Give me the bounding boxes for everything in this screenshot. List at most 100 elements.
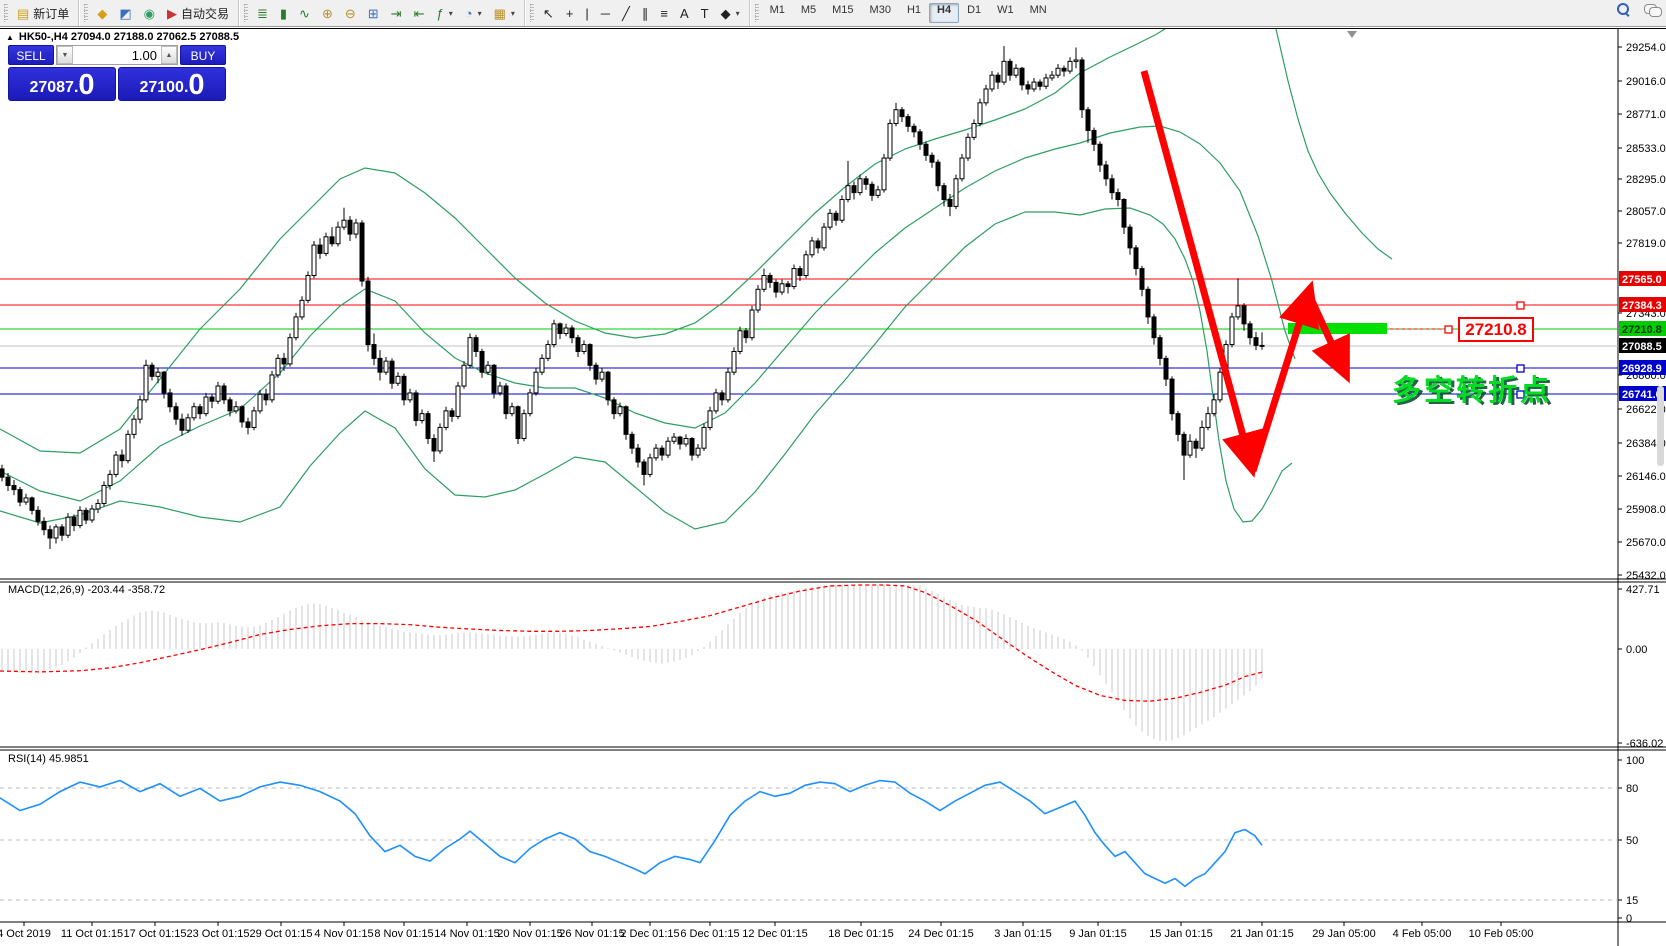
new-order-button[interactable]: ▤ 新订单 [11, 2, 75, 24]
price-tick-label: 29254.0 [1626, 42, 1666, 54]
time-tick-label: 6 Dec 01:15 [680, 928, 739, 940]
indicators-button[interactable]: ƒ ▾ [430, 2, 458, 24]
search-icon[interactable] [1617, 3, 1630, 16]
toolbar-grip[interactable] [754, 4, 759, 22]
channel-button[interactable]: ∥ [636, 2, 655, 24]
tile-windows-button[interactable]: ⊞ [362, 2, 385, 24]
toolbar-group-chart-type: ≣ ▮ ∿ ⊕ ⊖ ⊞ ⇥ ⇤ ƒ ▾ ◔ ▾ ▦ ▾ [238, 0, 525, 26]
price-tick-label: 28771.0 [1626, 109, 1666, 121]
arrows-button[interactable]: ◆ ▾ [715, 2, 746, 24]
object-handle [1516, 301, 1525, 310]
line-chart-icon: ∿ [299, 5, 310, 21]
volume-down-button[interactable]: ▼ [57, 46, 73, 64]
toolbar-grip[interactable] [529, 4, 534, 22]
crosshair-button[interactable]: + [560, 2, 580, 24]
metaeditor-button[interactable]: ◆ [91, 2, 113, 24]
chat-icon[interactable] [1644, 3, 1662, 17]
vertical-line-icon: | [585, 5, 589, 21]
toolbar-grip[interactable] [243, 4, 248, 22]
candlestick-chart-icon: ▮ [279, 5, 288, 21]
one-click-trading-panel: SELL ▼ ▲ BUY 27087.0 27100.0 [8, 45, 226, 101]
trend-arrow[interactable] [1249, 280, 1320, 473]
auto-scroll-button[interactable]: ⇥ [385, 2, 408, 24]
periods-icon: ◔ [464, 5, 473, 21]
chart-shift-button[interactable]: ⇤ [408, 2, 431, 24]
price-tick-label: 26384.0 [1626, 438, 1666, 450]
toolbar-grip[interactable] [4, 4, 8, 22]
time-tick-label: 4 Nov 01:15 [314, 928, 373, 940]
buy-price-button[interactable]: 27100. 0 [118, 67, 226, 101]
timeframe-button-m1[interactable]: M1 [769, 4, 785, 16]
price-marker-bg [1619, 321, 1666, 336]
macd-signal-line [0, 584, 1263, 702]
autotrading-button-label: 自动交易 [180, 6, 229, 21]
candlestick-chart-button[interactable]: ▮ [274, 2, 293, 24]
metaeditor-icon: ◆ [97, 5, 108, 21]
rsi-tick-label: 100 [1626, 755, 1644, 767]
chart-canvas[interactable]: 29254.0 29016.0 28771.0 28533.0 28295.0 28057… [0, 29, 1666, 946]
chevron-down-icon[interactable]: ▾ [477, 8, 482, 18]
horizontal-line-button[interactable]: ─ [595, 2, 616, 24]
time-tick-label: 4 Oct 2019 [0, 928, 51, 940]
price-tick-label: 28057.0 [1626, 206, 1666, 218]
fibonacci-button[interactable]: ≡ [654, 2, 674, 24]
sell-price-button[interactable]: 27087. 0 [8, 67, 116, 101]
timeframe-button-d1[interactable]: D1 [967, 4, 982, 16]
trend-arrow[interactable] [1308, 299, 1350, 384]
line-chart-button[interactable]: ∿ [293, 2, 316, 24]
fibonacci-icon: ≡ [660, 5, 668, 21]
templates-button[interactable]: ▦ ▾ [488, 2, 521, 24]
scrollbar-thumb[interactable] [1657, 386, 1664, 466]
price-tick-label: 28533.0 [1626, 143, 1666, 155]
timeframe-button-m15[interactable]: M15 [832, 4, 854, 16]
tile-windows-icon: ⊞ [367, 5, 379, 21]
timeframe-button-m30[interactable]: M30 [869, 4, 891, 16]
chart-window: 29254.0 29016.0 28771.0 28533.0 28295.0 28057… [0, 28, 1666, 946]
toolbar-group-orders: ▤ 新订单 [0, 0, 79, 26]
crosshair-icon: + [565, 5, 574, 21]
zoom-in-button[interactable]: ⊕ [316, 2, 339, 24]
sell-button[interactable]: SELL [8, 45, 54, 65]
periods-button[interactable]: ◔ ▾ [459, 2, 488, 24]
text-button[interactable]: A [674, 2, 695, 24]
chevron-down-icon[interactable]: ▾ [735, 8, 740, 18]
auto-scroll-icon: ⇥ [390, 5, 402, 21]
trend-arrow[interactable] [1140, 70, 1263, 478]
timeframe-button-w1[interactable]: W1 [997, 4, 1014, 16]
timeframe-button-h4[interactable]: H4 [929, 3, 960, 23]
buy-button[interactable]: BUY [180, 45, 226, 65]
data-window-button[interactable]: ◩ [113, 2, 137, 24]
toolbar-grip[interactable] [84, 4, 89, 22]
new-order-button-label: 新订单 [33, 6, 70, 21]
time-tick-label: 11 Oct 01:15 [61, 928, 123, 940]
volume-up-button[interactable]: ▲ [161, 46, 177, 64]
vertical-line-button[interactable]: | [579, 2, 594, 24]
volume-input[interactable] [73, 46, 161, 64]
timeframe-button-m5[interactable]: M5 [800, 4, 817, 16]
price-marker-bg [1619, 386, 1666, 401]
price-tick-label: 25908.0 [1626, 504, 1666, 516]
trendline-button[interactable]: ╱ [616, 2, 636, 24]
cursor-button[interactable]: ↖ [537, 2, 560, 24]
oneclick-collapse-icon[interactable]: ▲ [6, 32, 14, 42]
chevron-down-icon[interactable]: ▾ [510, 8, 515, 18]
cursor-icon: ↖ [542, 5, 554, 21]
timeframe-button-mn[interactable]: MN [1029, 4, 1047, 16]
bar-chart-button[interactable]: ≣ [251, 2, 274, 24]
price-marker-label: 26741.0 [1622, 389, 1662, 401]
market-button[interactable]: ◉ [138, 2, 161, 24]
price-tag-label[interactable]: 27210.8 [1458, 317, 1534, 342]
chevron-down-icon[interactable]: ▾ [448, 8, 453, 18]
toolbar-right-icons [1617, 3, 1662, 17]
data-window-icon: ◩ [119, 5, 132, 21]
bar-chart-icon: ≣ [256, 5, 268, 21]
green-highlight-bar [1288, 323, 1387, 334]
zoom-out-button[interactable]: ⊖ [339, 2, 362, 24]
autotrading-button[interactable]: ▶ 自动交易 [161, 2, 235, 24]
timeframe-button-h1[interactable]: H1 [906, 4, 922, 16]
rsi-line [0, 779, 1263, 888]
text-label-button[interactable]: T [695, 2, 715, 24]
zoom-out-icon: ⊖ [344, 5, 356, 21]
time-tick-label: 23 Oct 01:15 [187, 928, 250, 940]
